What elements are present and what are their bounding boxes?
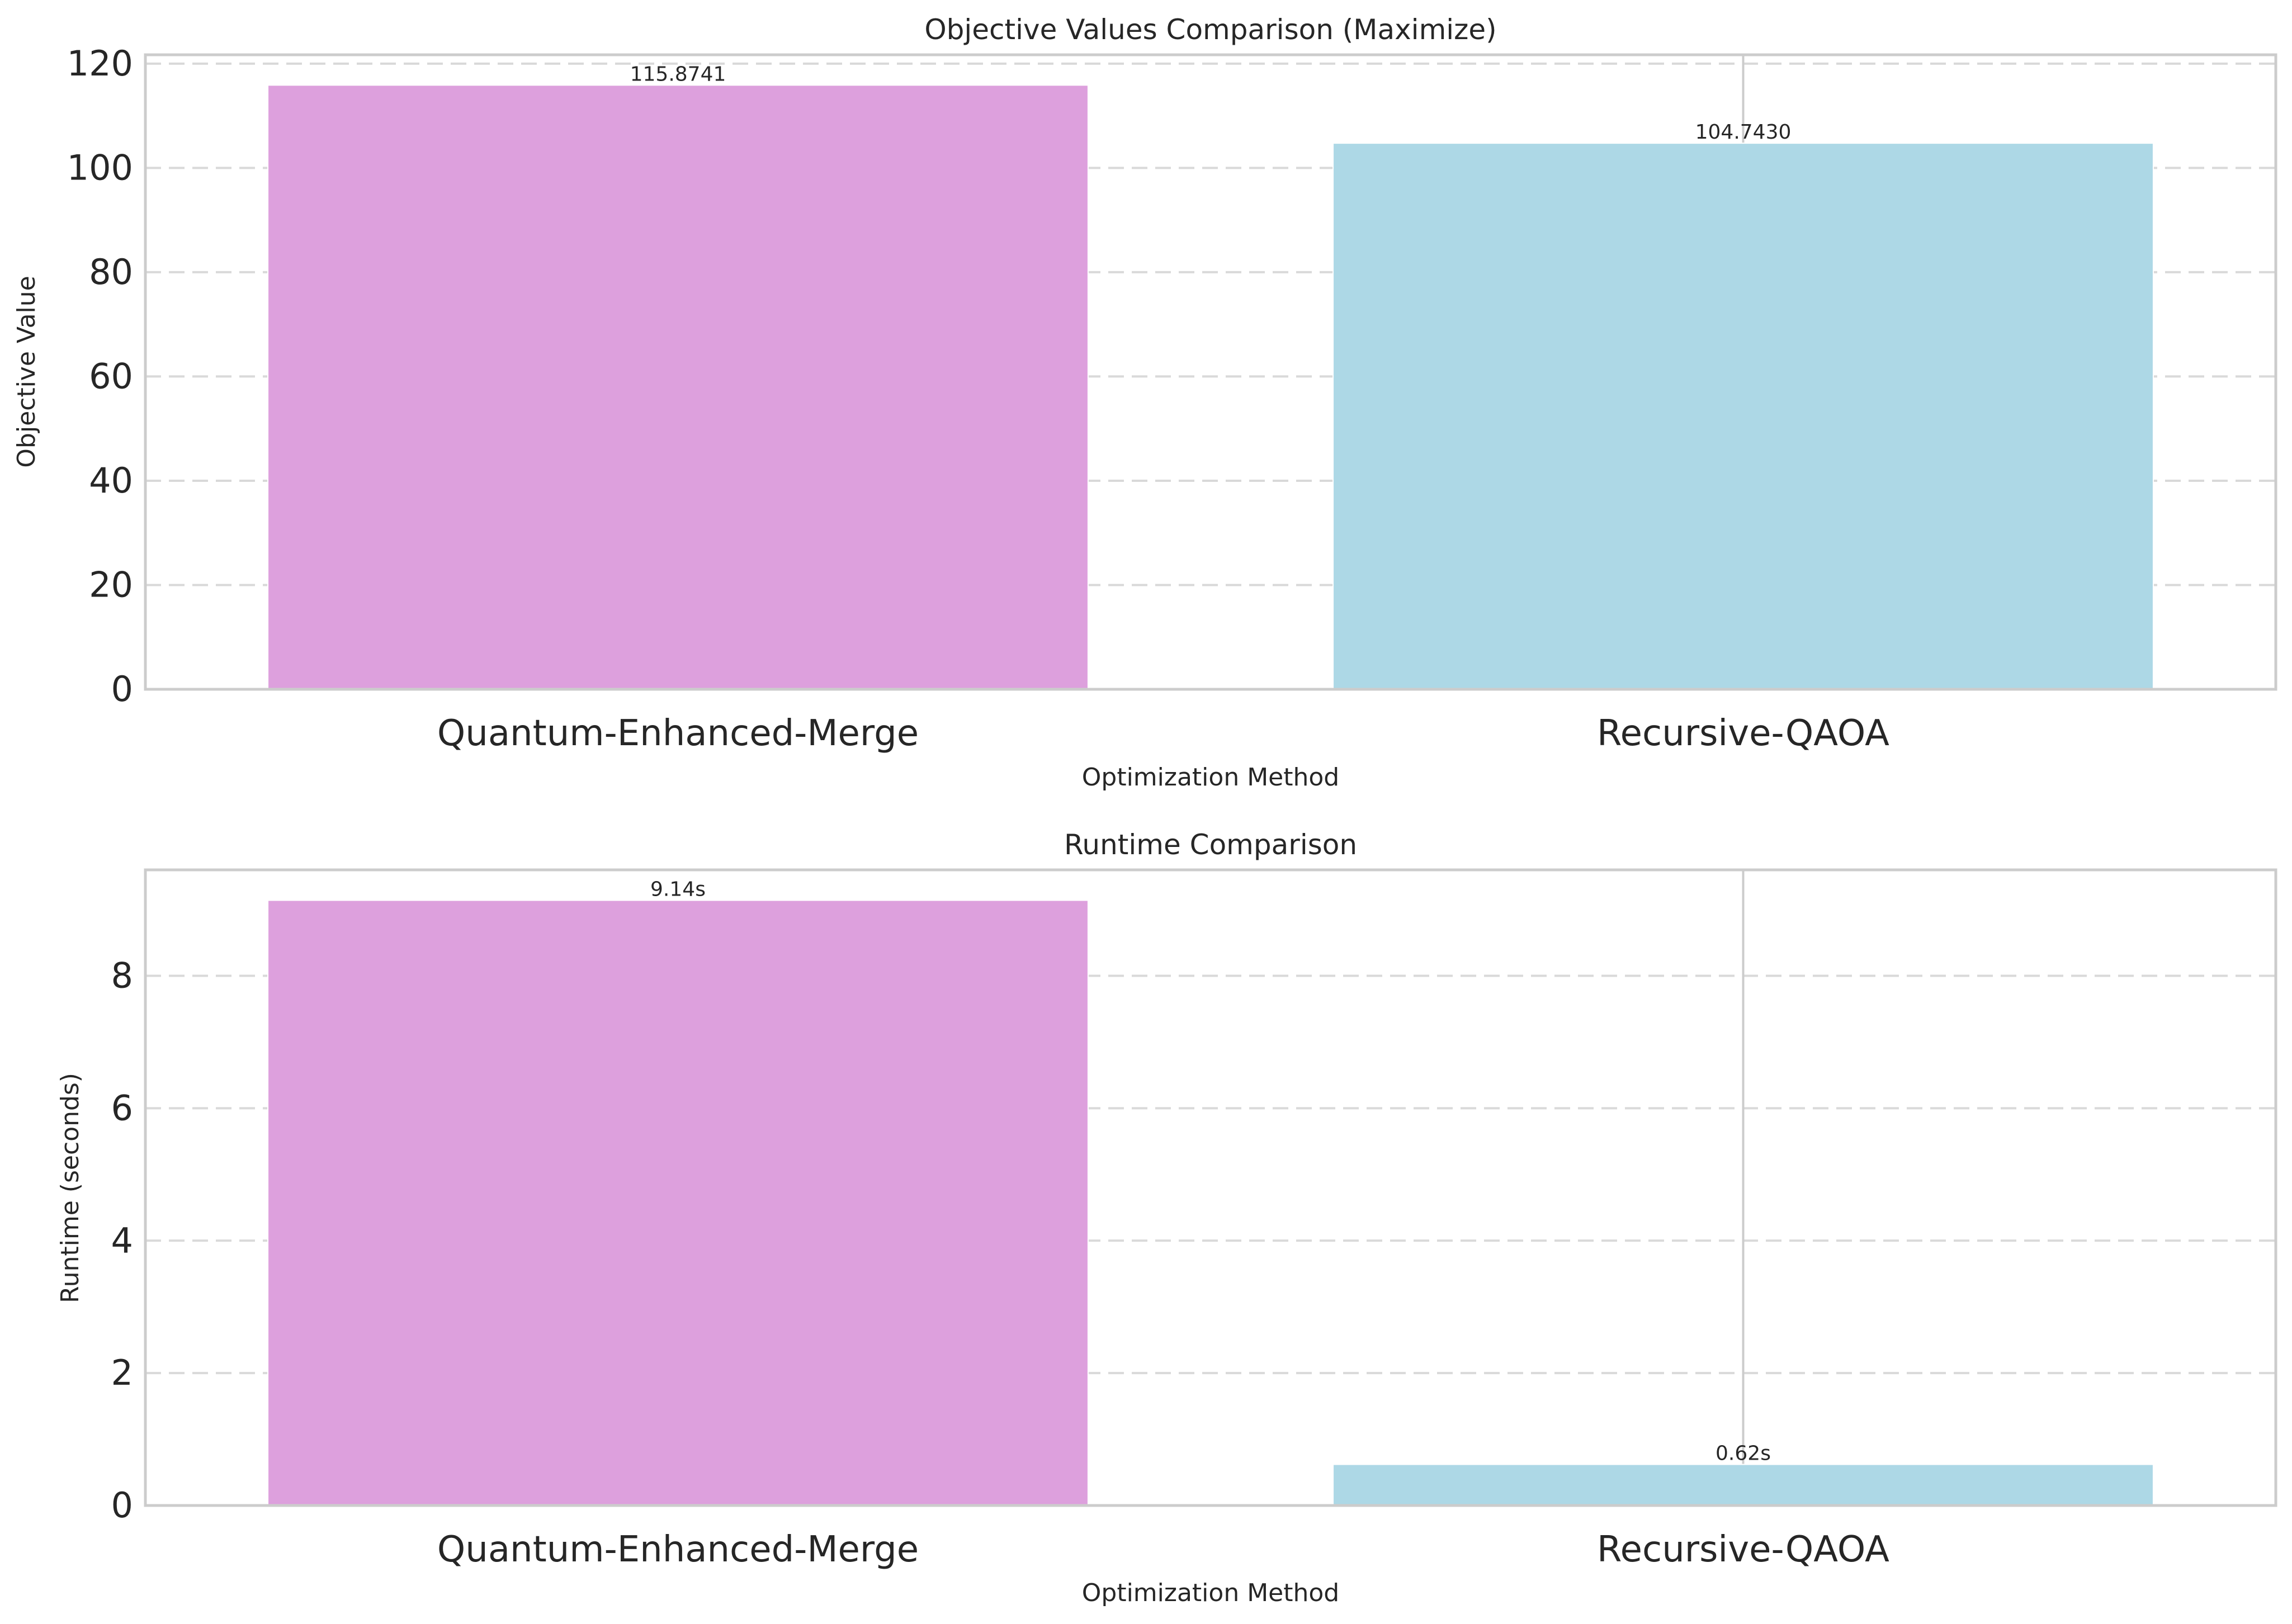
- runtime-chart: Runtime Comparison 0 2 4 6 8 Quantum-Enhance…: [56, 828, 2277, 1607]
- objective-x-tick-label-1: Recursive-QAOA: [1597, 713, 1889, 754]
- runtime-y-tick-label: 6: [111, 1087, 133, 1128]
- runtime-x-tick-label-1: Recursive-QAOA: [1597, 1529, 1889, 1570]
- objective-y-tick-label: 80: [89, 252, 133, 292]
- objective-y-tick-label: 100: [67, 147, 133, 188]
- runtime-bar-0: [267, 899, 1089, 1506]
- runtime-value-label-1: 0.62s: [1716, 1442, 1771, 1465]
- runtime-chart-title: Runtime Comparison: [1064, 828, 1357, 861]
- objective-value-label-1: 104.7430: [1695, 121, 1792, 144]
- objective-y-tick-label: 20: [89, 564, 133, 605]
- objective-chart: Objective Values Comparison (Maximize) 0…: [12, 13, 2277, 792]
- objective-y-tick-label: 120: [67, 43, 133, 84]
- runtime-y-axis-label: Runtime (seconds): [56, 1073, 84, 1303]
- objective-bar-0: [267, 84, 1089, 690]
- runtime-x-tick-label-0: Quantum-Enhanced-Merge: [437, 1529, 919, 1570]
- runtime-bar-1: [1332, 1464, 2154, 1507]
- objective-plot-frame: [144, 53, 2277, 691]
- objective-x-axis-label: Optimization Method: [1082, 763, 1339, 792]
- runtime-plot-frame: [144, 868, 2277, 1507]
- runtime-y-tick-label: 4: [111, 1220, 133, 1261]
- runtime-x-axis-label: Optimization Method: [1082, 1579, 1339, 1607]
- objective-y-tick-label: 60: [89, 356, 133, 396]
- objective-x-tick-label-0: Quantum-Enhanced-Merge: [437, 713, 919, 754]
- objective-y-tick-label: 40: [89, 460, 133, 501]
- objective-bar-1: [1332, 143, 2154, 690]
- objective-y-tick-label: 0: [111, 669, 133, 709]
- objective-y-axis-label: Objective Value: [12, 276, 41, 467]
- objective-chart-title: Objective Values Comparison (Maximize): [924, 13, 1496, 46]
- runtime-value-label-0: 9.14s: [650, 878, 706, 901]
- runtime-y-tick-label: 0: [111, 1485, 133, 1526]
- runtime-y-tick-label: 2: [111, 1352, 133, 1393]
- objective-value-label-0: 115.8741: [630, 63, 726, 86]
- runtime-y-tick-label: 8: [111, 955, 133, 996]
